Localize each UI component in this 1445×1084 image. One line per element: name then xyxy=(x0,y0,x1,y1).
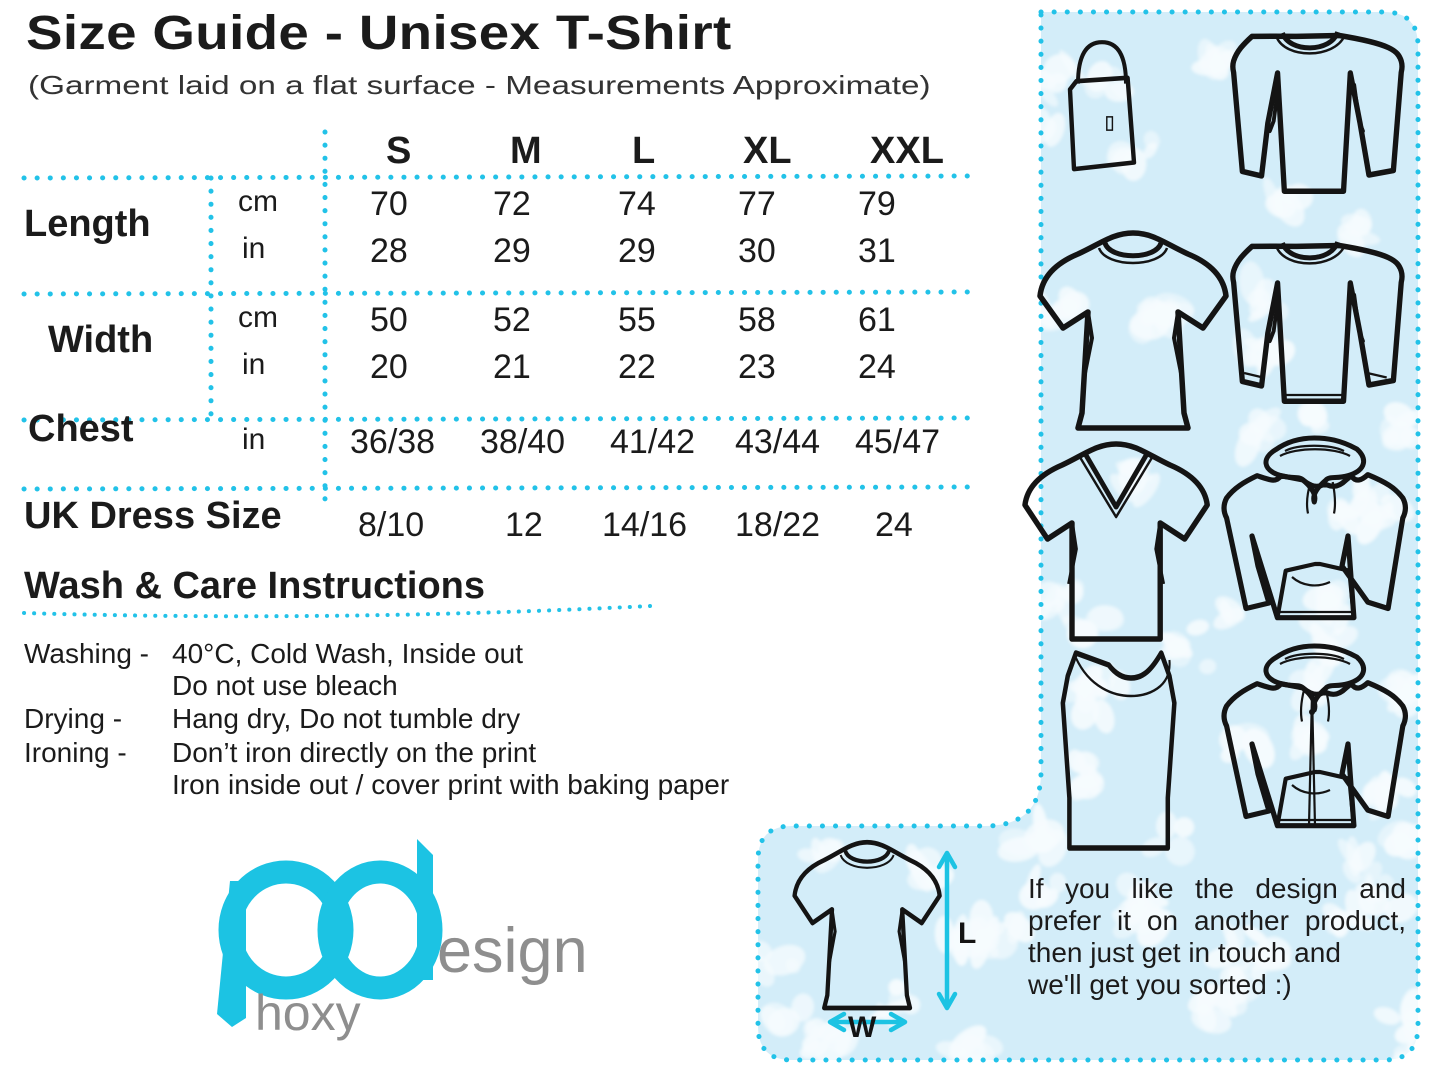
svg-text:L: L xyxy=(958,917,976,950)
svg-text:W: W xyxy=(848,1011,877,1044)
